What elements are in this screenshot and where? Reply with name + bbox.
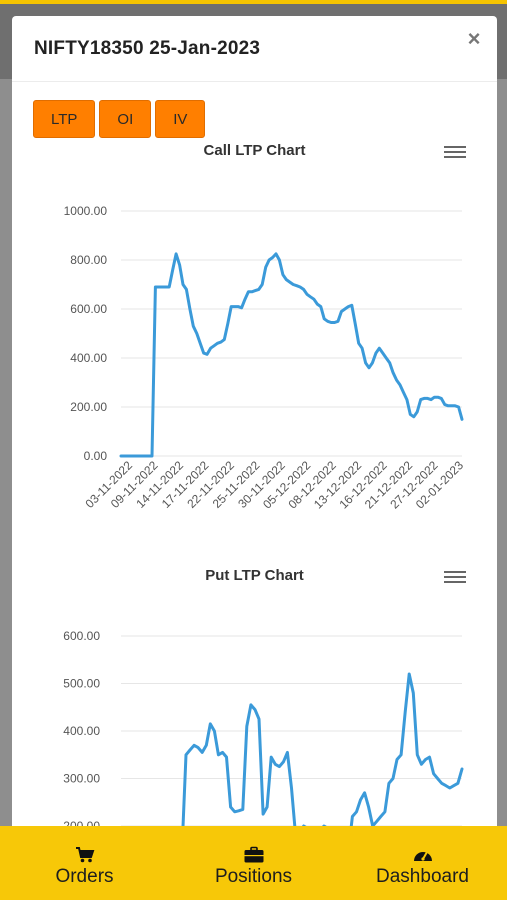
tab-ltp[interactable]: LTP — [33, 100, 96, 138]
bottom-navigation: Orders Positions Dashboard — [0, 826, 507, 900]
modal-title: NIFTY18350 25-Jan-2023 — [34, 38, 261, 59]
nav-label: Orders — [55, 866, 114, 887]
close-button[interactable]: × — [467, 26, 481, 51]
y-tick-label: 200.00 — [70, 400, 107, 414]
nav-label: Dashboard — [376, 866, 469, 887]
chart-menu-icon[interactable] — [444, 146, 466, 160]
y-tick-label: 400.00 — [63, 724, 100, 738]
cart-icon — [75, 847, 94, 863]
nav-orders[interactable]: Orders — [0, 826, 169, 900]
modal-header: NIFTY18350 25-Jan-2023 × — [12, 16, 497, 82]
nav-label: Positions — [214, 866, 293, 887]
nav-dashboard[interactable]: Dashboard — [338, 826, 507, 900]
y-tick-label: 400.00 — [70, 351, 107, 365]
chart-title: Put LTP Chart — [205, 567, 304, 584]
chart-tabs: LTP OI IV — [33, 100, 206, 138]
y-tick-label: 1000.00 — [64, 204, 108, 218]
briefcase-icon — [244, 846, 263, 863]
y-tick-label: 0.00 — [84, 449, 108, 463]
chart-title: Call LTP Chart — [203, 142, 306, 159]
y-tick-label: 600.00 — [70, 302, 107, 316]
put-ltp-chart: Put LTP Chart 100.00200.00300.00400.0050… — [12, 563, 497, 881]
tab-iv[interactable]: IV — [155, 100, 206, 138]
tab-oi[interactable]: OI — [99, 100, 152, 138]
y-tick-label: 800.00 — [70, 253, 107, 267]
y-tick-label: 600.00 — [63, 629, 100, 643]
top-accent-strip — [0, 0, 507, 4]
series-line — [119, 252, 464, 458]
call-ltp-chart: Call LTP Chart 0.00 200.00 400.00 600.00 800… — [12, 138, 497, 538]
speedometer-icon — [413, 851, 432, 861]
chart-menu-icon[interactable] — [444, 571, 466, 585]
chart-modal: NIFTY18350 25-Jan-2023 × LTP OI IV Call … — [12, 16, 497, 900]
call-chart-plot: 0.00200.00400.00600.00800.001000.0003-11… — [64, 204, 467, 512]
y-tick-label: 500.00 — [63, 677, 100, 691]
nav-positions[interactable]: Positions — [169, 826, 338, 900]
y-tick-label: 300.00 — [63, 772, 100, 786]
